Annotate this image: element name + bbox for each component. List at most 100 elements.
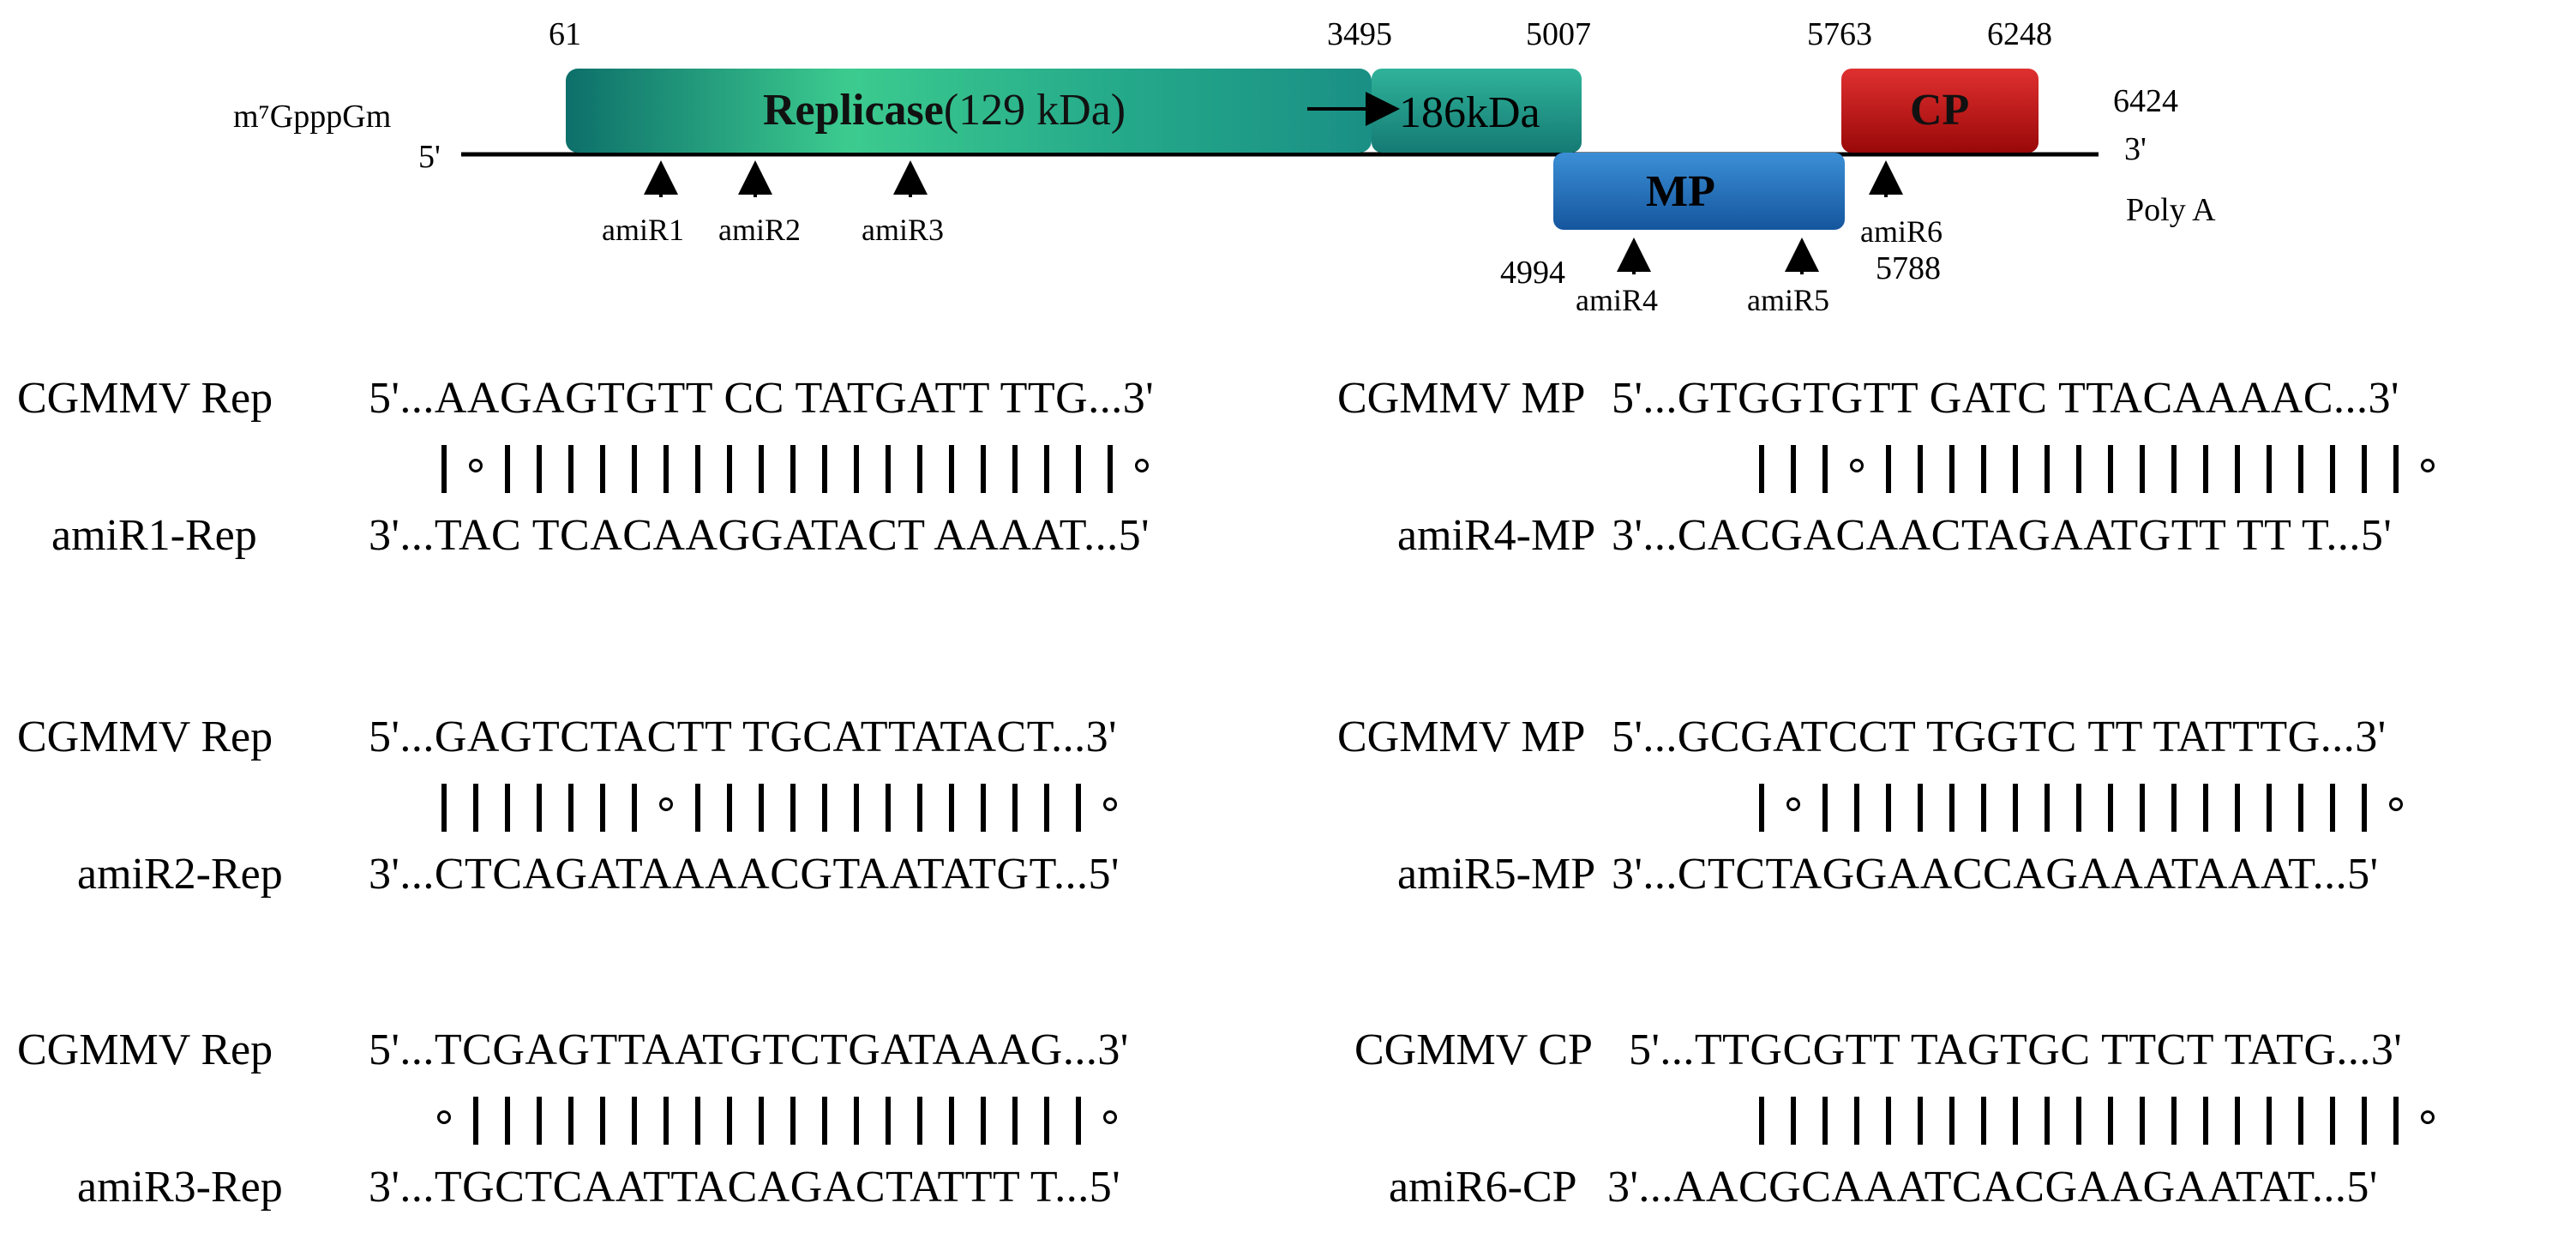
match-mark [1791, 445, 1796, 493]
match-mark [2203, 445, 2208, 493]
replicase-end: 3495 [1327, 16, 1392, 52]
replicase-label: Replicase(129 kDa) [763, 86, 1126, 135]
genome-map: m⁷GpppGm 5' 3' 6424 Poly A Replicase(129… [233, 16, 2216, 317]
alignment-block: CGMMV Rep 5'...AAGAGTGTT CC TATGATT TTG.… [0, 373, 1277, 587]
match-mark [1759, 1097, 1764, 1145]
match-mark [727, 445, 732, 493]
viral-name: CGMMV CP [1354, 1025, 1593, 1074]
viral-name: CGMMV MP [1337, 713, 1586, 761]
mismatch-mark [1850, 459, 1864, 472]
match-mark [2362, 784, 2367, 832]
match-mark [2235, 1097, 2240, 1145]
five-prime-label: 5' [418, 139, 441, 175]
viral-seq: 5'...TTGCGTT TAGTGC TTCT TATG...3' [1629, 1025, 2403, 1074]
match-mark [759, 784, 764, 832]
match-mark [695, 445, 700, 493]
match-mark [2140, 784, 2145, 832]
end-position-label: 6424 [2113, 83, 2178, 119]
readthrough-label: 186kDa [1399, 88, 1540, 137]
match-mark [949, 784, 954, 832]
match-mark [1854, 784, 1859, 832]
match-mark [822, 784, 827, 832]
match-mark [2362, 1097, 2367, 1145]
match-mark [505, 445, 510, 493]
match-mark [727, 1097, 732, 1145]
match-mark [1012, 445, 1018, 493]
viral-name: CGMMV MP [1337, 374, 1586, 423]
amir-name: amiR1-Rep [51, 511, 257, 560]
viral-name: CGMMV Rep [17, 713, 273, 761]
match-mark [981, 445, 986, 493]
cap-label: m⁷GpppGm [233, 99, 391, 135]
readthrough-end: 5007 [1526, 16, 1591, 52]
match-mark [2045, 1097, 2050, 1145]
mismatch-mark [1103, 1110, 1117, 1124]
replicase-label-bold: Replicase [763, 86, 944, 135]
cp-label: CP [1910, 86, 1969, 135]
target-amiR6: amiR6 [1860, 160, 1943, 249]
mp-label: MP [1646, 167, 1715, 216]
target-amiR2: amiR2 [718, 160, 801, 247]
match-mark [1822, 1097, 1828, 1145]
match-mark [632, 1097, 637, 1145]
mismatch-mark [2421, 1110, 2435, 1124]
alignment-block: CGMMV CP 5'...TTGCGTT TAGTGC TTCT TATG..… [1337, 1025, 2576, 1239]
match-mark [822, 445, 827, 493]
match-mark [1854, 1097, 1859, 1145]
match-mark [1012, 1097, 1018, 1145]
target-amiR5: amiR5 [1747, 238, 1829, 317]
match-mark [1012, 784, 1018, 832]
match-mark [537, 1097, 542, 1145]
match-mark [917, 1097, 922, 1145]
match-mark [759, 1097, 764, 1145]
target-label-amiR1: amiR1 [602, 213, 684, 247]
cp-start: 5763 [1807, 16, 1872, 52]
match-mark [1759, 445, 1764, 493]
match-mark [1949, 784, 1955, 832]
match-mark [2108, 445, 2113, 493]
match-mark [600, 445, 605, 493]
match-mark [1108, 445, 1113, 493]
viral-seq: 5'...TCGAGTTAATGTCTGATAAAG...3' [369, 1025, 1129, 1074]
match-mark [981, 784, 986, 832]
match-mark [1886, 784, 1891, 832]
amir-seq: 3'...AACGCAAATCACGAAGAATAT...5' [1607, 1163, 2378, 1212]
match-mark [790, 784, 796, 832]
match-mark [2235, 784, 2240, 832]
match-mark [2013, 445, 2018, 493]
match-mark [568, 1097, 573, 1145]
readthrough-box [1372, 69, 1582, 153]
viral-seq: 5'...AAGAGTGTT CC TATGATT TTG...3' [369, 374, 1155, 423]
replicase-box [566, 69, 1372, 153]
mismatch-mark [1103, 797, 1117, 811]
mismatch-mark [2389, 797, 2403, 811]
match-mark [822, 1097, 827, 1145]
match-mark [600, 1097, 605, 1145]
match-mark [886, 445, 891, 493]
match-mark [2267, 784, 2272, 832]
match-mark [695, 1097, 700, 1145]
match-mark [981, 1097, 986, 1145]
match-mark [1981, 445, 1986, 493]
amir-seq: 3'...CTCAGATAAAACGTAATATGT...5' [369, 850, 1120, 899]
match-mark [2140, 445, 2145, 493]
match-mark [2045, 784, 2050, 832]
match-mark [854, 1097, 859, 1145]
match-mark [600, 784, 605, 832]
alignment-block: CGMMV MP 5'...GTGGTGTT GATC TTACAAAAC...… [1337, 373, 2576, 587]
replicase-start: 61 [549, 16, 581, 52]
target-amiR1: amiR1 [602, 160, 684, 247]
target-label-amiR5: amiR5 [1747, 283, 1829, 317]
cp-box [1841, 69, 2039, 153]
target-label-amiR3: amiR3 [862, 213, 944, 247]
match-mark [441, 784, 447, 832]
match-mark [2171, 445, 2177, 493]
viral-seq: 5'...GAGTCTACTT TGCATTATACT...3' [369, 713, 1118, 761]
match-mark [1918, 1097, 1923, 1145]
match-mark [2013, 784, 2018, 832]
match-mark [1949, 445, 1955, 493]
target-amiR3: amiR3 [862, 160, 944, 247]
match-mark [632, 445, 637, 493]
mismatch-mark [2421, 459, 2435, 472]
mismatch-mark [437, 1110, 451, 1124]
